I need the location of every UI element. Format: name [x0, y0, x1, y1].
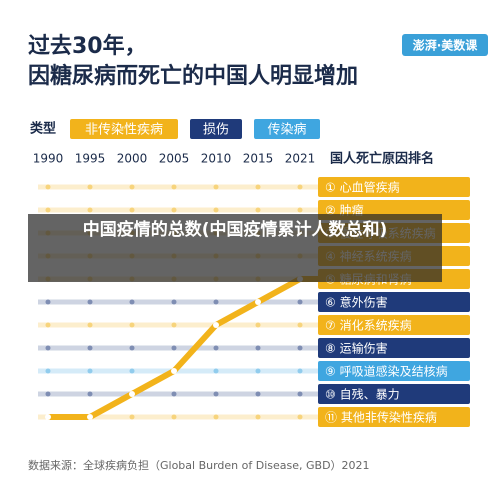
- rank-dot: [87, 207, 93, 213]
- rank-dot: [129, 414, 135, 420]
- rank-dot: [213, 391, 219, 397]
- rank-point: [87, 414, 93, 420]
- x-tick-label: 2000: [117, 152, 148, 166]
- rank-dot: [297, 322, 303, 328]
- rank-point: [171, 368, 177, 374]
- rank-dot: [213, 414, 219, 420]
- rank-dot: [297, 345, 303, 351]
- ranking-label: ⑨ 呼吸道感染及结核病: [325, 364, 448, 379]
- ranking-box: [318, 384, 470, 404]
- rank-point: [129, 391, 135, 397]
- ranking-label: ① 心血管疾病: [325, 180, 400, 195]
- rank-dot: [297, 414, 303, 420]
- rank-dot: [45, 345, 51, 351]
- rank-point: [213, 322, 219, 328]
- rank-dot: [171, 322, 177, 328]
- rank-dot: [171, 391, 177, 397]
- ranking-box: [318, 177, 470, 197]
- rank-dot: [45, 391, 51, 397]
- x-tick-label: 1990: [33, 152, 64, 166]
- rank-dot: [171, 299, 177, 305]
- rank-dot: [297, 184, 303, 190]
- rank-dot: [213, 184, 219, 190]
- rank-dot: [87, 322, 93, 328]
- rank-dot: [45, 299, 51, 305]
- ranking-label: ⑩ 自残、暴力: [325, 388, 400, 402]
- rank-dot: [255, 368, 261, 374]
- x-tick-label: 2021: [285, 152, 316, 166]
- rank-dot: [87, 368, 93, 374]
- rank-dot: [213, 207, 219, 213]
- overlay-box: [28, 214, 442, 282]
- rank-dot: [171, 414, 177, 420]
- title-line: 过去30年，: [28, 33, 147, 59]
- rank-point: [45, 414, 51, 420]
- rank-dot: [297, 207, 303, 213]
- overlay: 中国疫情的总数(中国疫情累计人数总和): [28, 214, 442, 282]
- legend-title: 类型: [30, 121, 56, 137]
- rank-dot: [129, 368, 135, 374]
- x-tick-label: 2010: [201, 152, 232, 166]
- rank-dot: [297, 368, 303, 374]
- ranking-label: ⑧ 运输伤害: [325, 341, 388, 356]
- legend-swatch: [190, 119, 242, 139]
- rank-dot: [45, 184, 51, 190]
- rank-dot: [45, 322, 51, 328]
- source: 数据来源：全球疾病负担（Global Burden of Disease, GB…: [28, 458, 370, 472]
- rank-dot: [129, 345, 135, 351]
- x-tick-label: 2015: [243, 152, 274, 166]
- legend-label: 传染病: [267, 123, 306, 138]
- rank-dot: [213, 345, 219, 351]
- rank-dot: [213, 299, 219, 305]
- ranking-title: 国人死亡原因排名: [330, 151, 434, 167]
- rank-dot: [129, 207, 135, 213]
- rank-dot: [297, 391, 303, 397]
- legend-swatch: [70, 119, 178, 139]
- rank-dot: [87, 391, 93, 397]
- rank-dot: [255, 322, 261, 328]
- x-tick-label: 1995: [75, 152, 106, 166]
- rank-line: [48, 276, 318, 420]
- rank-dot: [87, 345, 93, 351]
- ranking-label: ⑥ 意外伤害: [325, 295, 388, 310]
- rank-dot: [255, 345, 261, 351]
- ranking-label: ② 肿瘤: [325, 203, 364, 218]
- rank-dot: [129, 299, 135, 305]
- overlay-text-box: 中国疫情的总数(中国疫情累计人数总和): [82, 220, 388, 240]
- rank-dot: [255, 414, 261, 420]
- rank-dot: [171, 345, 177, 351]
- logo-box: [402, 34, 488, 56]
- ranking-box: [318, 361, 470, 381]
- rank-dot: [87, 299, 93, 305]
- rank-dot: [87, 184, 93, 190]
- rank-dot: [171, 184, 177, 190]
- legend-label: 损伤: [203, 123, 229, 138]
- title-line: 因糖尿病而死亡的中国人明显增加: [28, 63, 358, 89]
- rank-dot: [171, 207, 177, 213]
- rank-point: [255, 299, 261, 305]
- rank-dot: [255, 391, 261, 397]
- ranking-box: [318, 338, 470, 358]
- overlay-text: 中国疫情的总数(中国疫情累计人数总和): [82, 220, 388, 240]
- legend-swatch: [254, 119, 320, 139]
- rank-dot: [129, 322, 135, 328]
- rank-dot: [213, 368, 219, 374]
- rank-dot: [255, 207, 261, 213]
- rank-dot: [255, 184, 261, 190]
- ranking-label: ⑪ 其他非传染性疾病: [325, 410, 437, 425]
- rank-dot: [297, 299, 303, 305]
- ranking-box: [318, 315, 470, 335]
- ranking-box: [318, 292, 470, 312]
- ranking-box: [318, 407, 470, 427]
- legend-label: 非传染性疾病: [85, 123, 163, 138]
- rank-dot: [45, 207, 51, 213]
- ranking-label: ⑦ 消化系统疾病: [325, 318, 412, 333]
- logo: 澎湃·美数课: [413, 38, 479, 53]
- rank-dot: [45, 368, 51, 374]
- x-tick-label: 2005: [159, 152, 190, 166]
- rank-dot: [129, 184, 135, 190]
